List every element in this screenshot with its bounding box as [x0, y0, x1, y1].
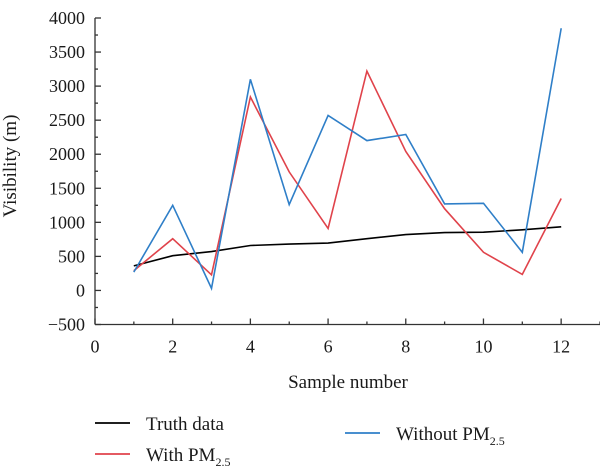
series-line-3: [133, 28, 562, 291]
series-line-1: [133, 226, 562, 267]
series-lines: [133, 28, 562, 291]
x-tick-label: 2: [168, 337, 177, 357]
y-tick-label: 1500: [49, 178, 85, 198]
y-tick-label: 2000: [49, 144, 85, 164]
y-axis-label: Visibility (m): [0, 115, 21, 218]
axes: [94, 18, 600, 326]
y-tick-label: 500: [58, 246, 85, 266]
legend-label: With PM2.5: [146, 445, 230, 469]
x-tick-label: 10: [474, 337, 492, 357]
y-tick-label: 4000: [49, 8, 85, 28]
y-tick-label: −500: [48, 315, 85, 335]
legend-subscript: 2.5: [490, 434, 505, 448]
legend: Truth data With PM2.5 Without PM2.5: [95, 414, 505, 469]
tick-marks: [94, 17, 600, 326]
x-tick-labels: 0 2 4 6 8 10 12: [91, 337, 571, 357]
x-axis-label: Sample number: [288, 372, 408, 393]
legend-label: Truth data: [146, 414, 225, 435]
x-tick-label: 12: [552, 337, 570, 357]
y-tick-label: 3000: [49, 76, 85, 96]
legend-item-3: Without PM2.5: [345, 424, 505, 448]
legend-label: Without PM2.5: [396, 424, 505, 448]
x-tick-label: 0: [91, 337, 100, 357]
x-tick-label: 4: [246, 337, 255, 357]
y-tick-label: 3500: [49, 42, 85, 62]
legend-item-1: Truth data: [95, 414, 225, 435]
legend-item-2: With PM2.5: [95, 445, 230, 469]
y-tick-label: 1000: [49, 212, 85, 232]
y-tick-label: 2500: [49, 110, 85, 130]
legend-subscript: 2.5: [215, 455, 230, 469]
x-tick-label: 6: [324, 337, 333, 357]
series-line-2: [133, 68, 562, 277]
y-tick-labels: −500 0 500 1000 1500 2000 2500 3000 3500 4000: [48, 8, 85, 335]
x-tick-label: 8: [401, 337, 410, 357]
y-tick-label: 0: [76, 280, 85, 300]
